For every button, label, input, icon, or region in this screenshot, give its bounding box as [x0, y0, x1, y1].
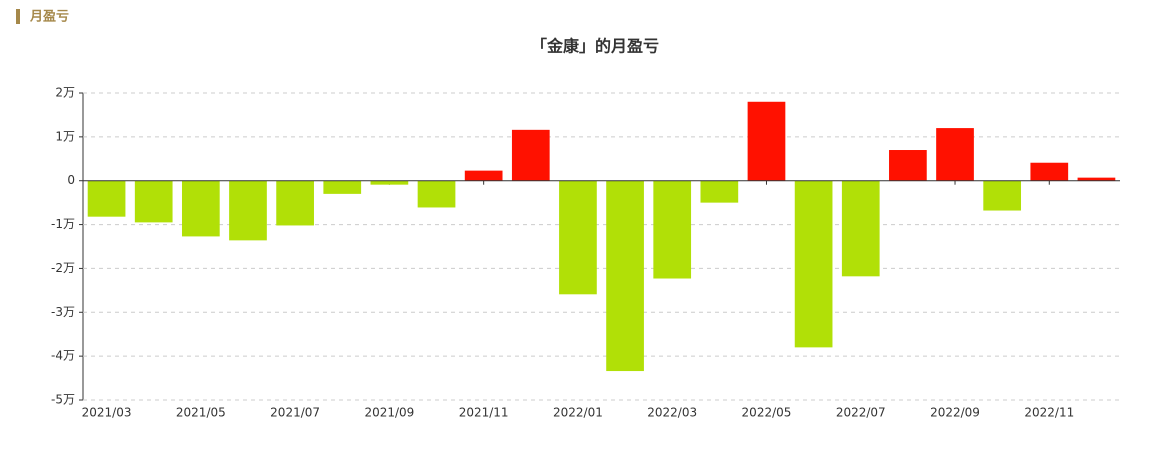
y-tick-label: -1万 — [51, 217, 75, 231]
y-tick-label: -4万 — [51, 349, 75, 363]
bar — [936, 128, 974, 181]
x-tick-label: 2021/09 — [364, 406, 414, 420]
y-tick-label: -2万 — [51, 261, 75, 275]
bar — [417, 180, 456, 208]
bar — [841, 180, 880, 277]
bar — [1077, 177, 1116, 181]
x-tick-label: 2021/05 — [176, 406, 226, 420]
bar — [700, 180, 739, 203]
y-tick-label: -5万 — [51, 393, 75, 407]
y-tick-label: 2万 — [55, 86, 75, 100]
bar — [606, 180, 644, 372]
x-tick-label: 2021/11 — [459, 406, 509, 420]
y-tick-label: 0 — [67, 173, 75, 187]
header-accent — [16, 9, 20, 24]
x-tick-label: 2022/11 — [1024, 406, 1074, 420]
bar — [653, 180, 692, 279]
x-tick-label: 2022/09 — [930, 406, 980, 420]
bar — [1030, 162, 1069, 181]
bar — [370, 180, 409, 185]
y-tick-label: 1万 — [55, 129, 75, 143]
x-tick-label: 2022/07 — [836, 406, 886, 420]
x-tick-label: 2021/07 — [270, 406, 320, 420]
bar — [87, 180, 126, 217]
x-tick-label: 2022/01 — [553, 406, 603, 420]
bar — [511, 129, 550, 181]
bar — [464, 170, 503, 181]
bar — [134, 180, 173, 223]
y-tick-label: -3万 — [51, 305, 75, 319]
x-tick-label: 2022/03 — [647, 406, 697, 420]
chart-title: 「金康」的月盈亏 — [531, 37, 659, 56]
bar — [889, 150, 927, 181]
bar — [181, 180, 220, 237]
x-tick-label: 2021/03 — [82, 406, 132, 420]
header-title: 月盈亏 — [29, 10, 69, 25]
bar — [229, 180, 267, 241]
x-tick-label: 2022/05 — [742, 406, 792, 420]
bar — [276, 180, 314, 226]
bar — [747, 101, 786, 181]
bar — [983, 180, 1022, 211]
bar — [323, 180, 362, 194]
bar — [559, 180, 597, 295]
bar — [794, 180, 833, 348]
